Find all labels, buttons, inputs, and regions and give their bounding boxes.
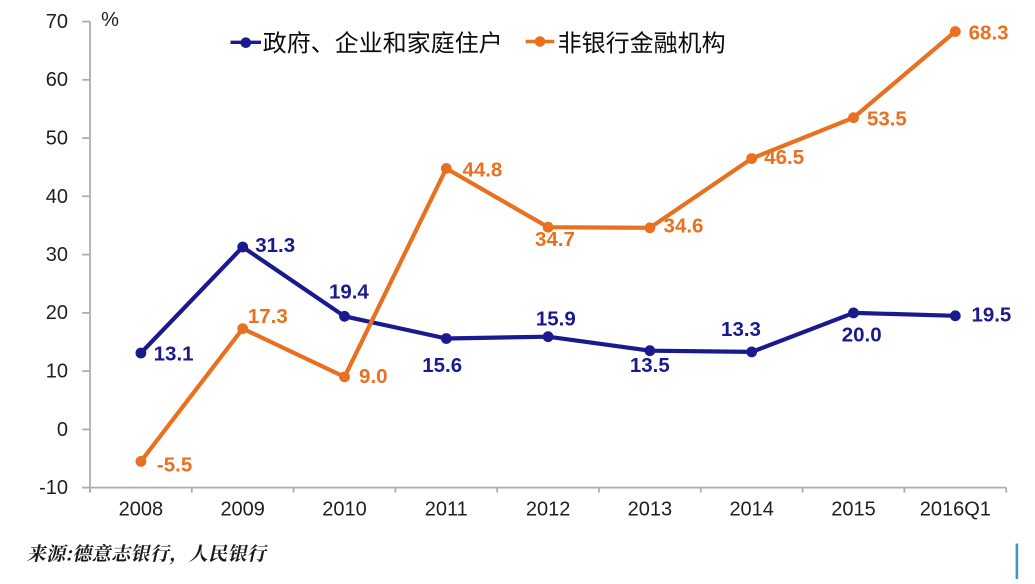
svg-text:2014: 2014 [729, 499, 774, 521]
svg-text:31.3: 31.3 [255, 234, 295, 257]
svg-text:13.3: 13.3 [721, 318, 761, 341]
svg-text:70: 70 [46, 11, 68, 33]
svg-text:10: 10 [46, 361, 68, 383]
svg-text:15.9: 15.9 [536, 308, 576, 331]
svg-text:13.1: 13.1 [154, 342, 194, 365]
svg-text:%: % [101, 9, 119, 31]
svg-text:19.5: 19.5 [971, 303, 1011, 326]
svg-text:9.0: 9.0 [359, 365, 388, 388]
svg-text:50: 50 [46, 128, 68, 150]
svg-text:46.5: 46.5 [764, 146, 804, 169]
svg-text:2009: 2009 [220, 499, 265, 521]
svg-text:13.5: 13.5 [630, 354, 670, 377]
svg-text:19.4: 19.4 [329, 281, 369, 304]
svg-text:53.5: 53.5 [867, 107, 907, 130]
svg-text:44.8: 44.8 [462, 158, 502, 181]
svg-text:60: 60 [46, 69, 68, 91]
svg-text:20: 20 [46, 302, 68, 324]
svg-text:2012: 2012 [526, 499, 571, 521]
svg-text:2016Q1: 2016Q1 [920, 499, 991, 521]
svg-text:2013: 2013 [628, 499, 673, 521]
svg-text:2011: 2011 [425, 499, 468, 521]
svg-text:68.3: 68.3 [969, 22, 1009, 45]
svg-text:2015: 2015 [831, 499, 876, 521]
svg-text:0: 0 [57, 419, 68, 441]
svg-text:17.3: 17.3 [248, 305, 288, 328]
svg-text:34.7: 34.7 [535, 228, 575, 251]
svg-text:15.6: 15.6 [422, 354, 462, 377]
svg-text:20.0: 20.0 [842, 324, 882, 347]
svg-text:-5.5: -5.5 [157, 453, 192, 476]
svg-text:34.6: 34.6 [664, 215, 704, 238]
svg-text:-10: -10 [39, 477, 68, 499]
svg-text:2010: 2010 [322, 499, 367, 521]
svg-text:40: 40 [46, 186, 68, 208]
svg-text:30: 30 [46, 244, 68, 266]
svg-text:2008: 2008 [119, 499, 164, 521]
